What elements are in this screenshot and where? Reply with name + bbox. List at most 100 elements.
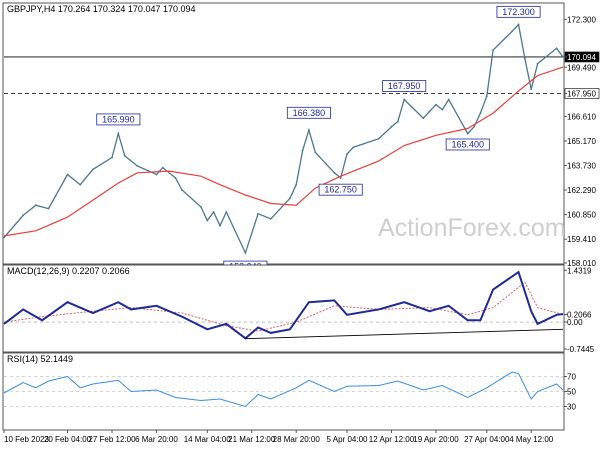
annotation-label: 165.990	[102, 114, 135, 124]
price-point	[422, 117, 425, 120]
annotation-box	[96, 113, 141, 126]
price-point	[339, 177, 342, 179]
y-tick-label: 0.2066	[567, 311, 592, 320]
price-point	[288, 197, 291, 200]
y-tick-label: 163.730	[567, 161, 596, 170]
x-tick-label: 6 Mar 20:00	[135, 435, 178, 444]
x-tick-label: 21 Mar 12:00	[228, 435, 276, 444]
price-point	[485, 95, 488, 97]
price-point	[34, 204, 37, 207]
price-point	[212, 211, 215, 213]
x-tick-label: 14 Mar 04:00	[184, 435, 232, 444]
price-point	[111, 156, 113, 159]
macd-panel: MACD(12,26,9) 0.2207 0.2066 1.4319 0.2066…	[2, 264, 595, 354]
price-point	[206, 219, 209, 222]
annotation-label: 162.750	[324, 185, 357, 195]
price-point	[301, 149, 304, 152]
y-tick-label: 172.300	[567, 15, 596, 24]
y-tick-label: 170.094	[567, 53, 596, 62]
price-point	[117, 132, 120, 135]
x-tick-label: 19 Apr 20:00	[413, 435, 459, 444]
price-point	[435, 103, 437, 106]
price-point	[562, 55, 564, 58]
annotation-label: 167.950	[388, 81, 421, 91]
price-point	[530, 88, 533, 91]
annotation-box	[445, 138, 490, 151]
y-tick-label: 167.950	[567, 90, 596, 99]
annotation-label: 166.380	[293, 108, 326, 118]
price-point	[155, 173, 158, 176]
y-tick-label: 160.850	[567, 211, 596, 220]
x-tick-label: 28 Mar 20:00	[273, 435, 321, 444]
price-point	[269, 217, 272, 220]
price-point	[79, 183, 82, 186]
annotation-box	[496, 5, 541, 18]
price-point	[47, 207, 50, 210]
price-point	[308, 129, 310, 132]
price-point	[396, 120, 399, 123]
y-tick-label: 70	[567, 373, 576, 382]
price-point	[390, 125, 393, 128]
price-point	[523, 57, 526, 60]
y-tick-label: 159.410	[567, 235, 596, 244]
y-tick-label: 169.490	[567, 63, 596, 72]
price-point	[428, 110, 431, 113]
y-tick-label: -0.7445	[567, 345, 595, 354]
price-point	[123, 154, 126, 157]
x-tick-label: 10 Feb 2023	[4, 435, 49, 444]
price-point	[22, 214, 24, 217]
x-tick-label: 20 Feb 04:00	[44, 435, 92, 444]
y-tick-label: 50	[567, 388, 576, 397]
price-point	[352, 146, 355, 149]
price-point	[66, 173, 69, 176]
price-point	[403, 98, 406, 101]
price-point	[92, 168, 94, 171]
rsi-title: RSI(14) 52.1449	[7, 354, 73, 364]
price-point	[517, 23, 520, 26]
macd-line	[3, 270, 564, 340]
annotation-label: 172.300	[502, 7, 535, 17]
price-point	[441, 108, 444, 111]
rsi-line	[3, 371, 564, 408]
price-point	[492, 49, 495, 51]
price-point	[136, 165, 139, 167]
x-tick-label: 27 Apr 04:00	[464, 435, 510, 444]
price-panel: GBPJPY,H4 170.264 170.324 170.047 170.09…	[2, 2, 600, 273]
price-point	[346, 153, 348, 155]
annotation-label: 165.400	[451, 139, 484, 149]
y-tick-label: 166.610	[567, 112, 596, 121]
y-tick-label: 1.4319	[567, 266, 592, 275]
price-title: GBPJPY,H4 170.264 170.324 170.047 170.09…	[7, 4, 196, 14]
y-tick-label: 30	[567, 403, 576, 412]
price-point	[447, 98, 450, 101]
macd-title: MACD(12,26,9) 0.2207 0.2066	[7, 266, 130, 276]
price-point	[466, 132, 469, 135]
price-point	[161, 166, 164, 169]
y-tick-label: 0.00	[567, 318, 583, 327]
annotation-box	[318, 183, 363, 196]
price-point	[225, 211, 228, 213]
x-tick-label: 27 Feb 12:00	[88, 435, 136, 444]
annotation-box	[286, 106, 331, 119]
moving-average-line	[3, 66, 564, 237]
price-point	[180, 188, 183, 191]
price-point	[536, 62, 539, 65]
rsi-panel: RSI(14) 52.1449 70 50 30	[2, 352, 576, 431]
price-point	[333, 171, 336, 174]
x-tick-label: 4 May 12:00	[509, 435, 554, 444]
price-point	[555, 47, 558, 50]
price-point	[295, 183, 298, 186]
price-point	[244, 252, 247, 254]
y-tick-label: 162.290	[567, 186, 596, 195]
price-point	[377, 137, 380, 140]
price-point	[479, 112, 482, 115]
macd-signal-line	[3, 281, 564, 332]
x-tick-label: 5 Apr 04:00	[327, 435, 368, 444]
macd-trendline	[245, 328, 564, 340]
price-point	[200, 206, 202, 208]
price-point	[473, 125, 475, 128]
x-tick-label: 12 Apr 12:00	[369, 435, 415, 444]
annotation-box	[382, 80, 427, 92]
